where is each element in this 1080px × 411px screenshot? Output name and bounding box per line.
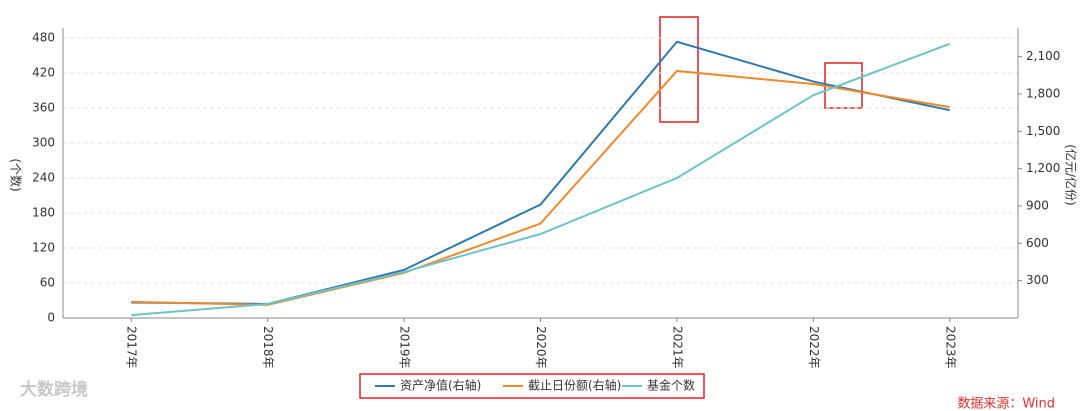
x-tick-label: 2019年 — [398, 326, 412, 369]
y2-tick-label: 1,800 — [1026, 87, 1060, 101]
y-tick-label: 300 — [32, 136, 55, 150]
x-tick-label: 2023年 — [943, 326, 957, 369]
y-tick-label: 180 — [32, 206, 55, 220]
y-tick-label: 120 — [32, 241, 55, 255]
series-line — [131, 42, 951, 317]
legend-label: 基金个数 — [647, 378, 695, 393]
y-tick-label: 360 — [32, 101, 55, 115]
y-tick-label: 0 — [47, 311, 55, 325]
series-line — [131, 69, 950, 306]
legend-label: 截止日份额(右轴) — [528, 378, 621, 393]
y2-axis-title: (亿元/亿份) — [1064, 144, 1079, 205]
legend-box — [359, 373, 705, 399]
y-tick-label: 60 — [40, 276, 55, 290]
y2-tick-label: 300 — [1026, 273, 1049, 287]
y2-tick-label: 1,200 — [1026, 161, 1060, 175]
y2-tick-label: 2,100 — [1026, 49, 1060, 63]
y2-tick-label: 600 — [1026, 236, 1049, 250]
watermark: 大数跨境 — [20, 379, 88, 400]
source: 数据来源：Wind — [957, 397, 1055, 411]
y2-tick-label: 900 — [1026, 199, 1049, 213]
legend-label: 资产净值(右轴) — [400, 378, 481, 393]
y2-tick-label: 1,500 — [1026, 124, 1060, 138]
highlight-box — [659, 16, 699, 123]
x-tick-label: 2018年 — [261, 326, 275, 369]
y-axis-title: (个数) — [9, 158, 24, 191]
series-line — [131, 40, 950, 305]
y-tick-label: 420 — [32, 66, 55, 80]
x-tick-label: 2021年 — [670, 326, 684, 369]
x-tick-label: 2020年 — [534, 326, 548, 369]
x-tick-label: 2017年 — [125, 326, 139, 369]
x-tick-label: 2022年 — [807, 326, 821, 369]
y-tick-label: 480 — [32, 31, 55, 45]
y-tick-label: 240 — [32, 171, 55, 185]
